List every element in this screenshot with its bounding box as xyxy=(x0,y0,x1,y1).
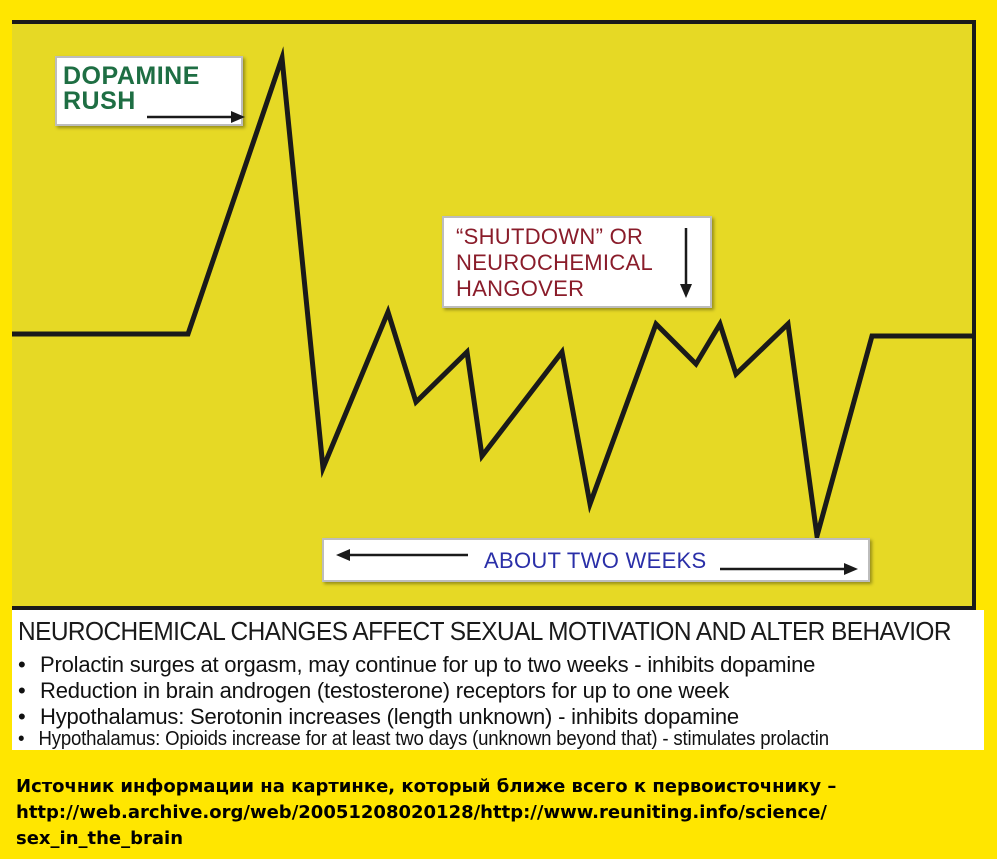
chart-svg xyxy=(12,46,976,549)
caption-panel: NEUROCHEMICAL CHANGES AFFECT SEXUAL MOTI… xyxy=(12,610,984,750)
shutdown-label-line-2: NEUROCHEMICAL xyxy=(456,250,654,275)
caption-title: NEUROCHEMICAL CHANGES AFFECT SEXUAL MOTI… xyxy=(18,616,952,646)
caption-bullet: • Reduction in brain androgen (testostero… xyxy=(18,678,729,703)
caption-bullet: • Hypothalamus: Serotonin increases (leng… xyxy=(18,704,739,729)
footer-line-source: Источник информации на картинке, который… xyxy=(16,776,837,797)
duration-label: ABOUT TWO WEEKS xyxy=(322,538,870,582)
footer-line-url-end: sex_in_the_brain xyxy=(16,828,184,849)
source-footer: Источник информации на картинке, который… xyxy=(16,774,986,852)
dopamine-rush-label: DOPAMINE RUSH xyxy=(55,56,245,126)
chart-panel: DOPAMINE RUSH “SHUTDOWN” OR NEUROCHEMICA… xyxy=(12,20,976,610)
arrow-right-icon xyxy=(147,111,245,123)
dopamine-label-line-2: RUSH xyxy=(63,87,136,115)
neurochemical-level-line xyxy=(12,46,976,549)
shutdown-label-line-3: HANGOVER xyxy=(456,276,585,301)
bullet-dot-icon: • xyxy=(18,652,26,677)
bullet-dot-icon: • xyxy=(18,704,26,729)
arrow-down-icon xyxy=(680,228,692,298)
arrow-left-icon xyxy=(336,549,468,561)
arrow-right-icon xyxy=(720,563,858,575)
duration-text: ABOUT TWO WEEKS xyxy=(484,548,707,573)
footer-line-url: http://web.archive.org/web/2005120802012… xyxy=(16,802,827,823)
bullet-dot-icon: • xyxy=(18,678,26,703)
bullet-dot-icon: • xyxy=(18,728,25,750)
dopamine-label-line-1: DOPAMINE xyxy=(63,62,200,90)
shutdown-hangover-label: “SHUTDOWN” OR NEUROCHEMICAL HANGOVER xyxy=(442,216,712,308)
caption-bullet: • Hypothalamus: Opioids increase for at l… xyxy=(18,728,829,750)
caption-bullet: • Prolactin surges at orgasm, may continu… xyxy=(18,652,816,677)
shutdown-label-line-1: “SHUTDOWN” OR xyxy=(456,224,644,249)
